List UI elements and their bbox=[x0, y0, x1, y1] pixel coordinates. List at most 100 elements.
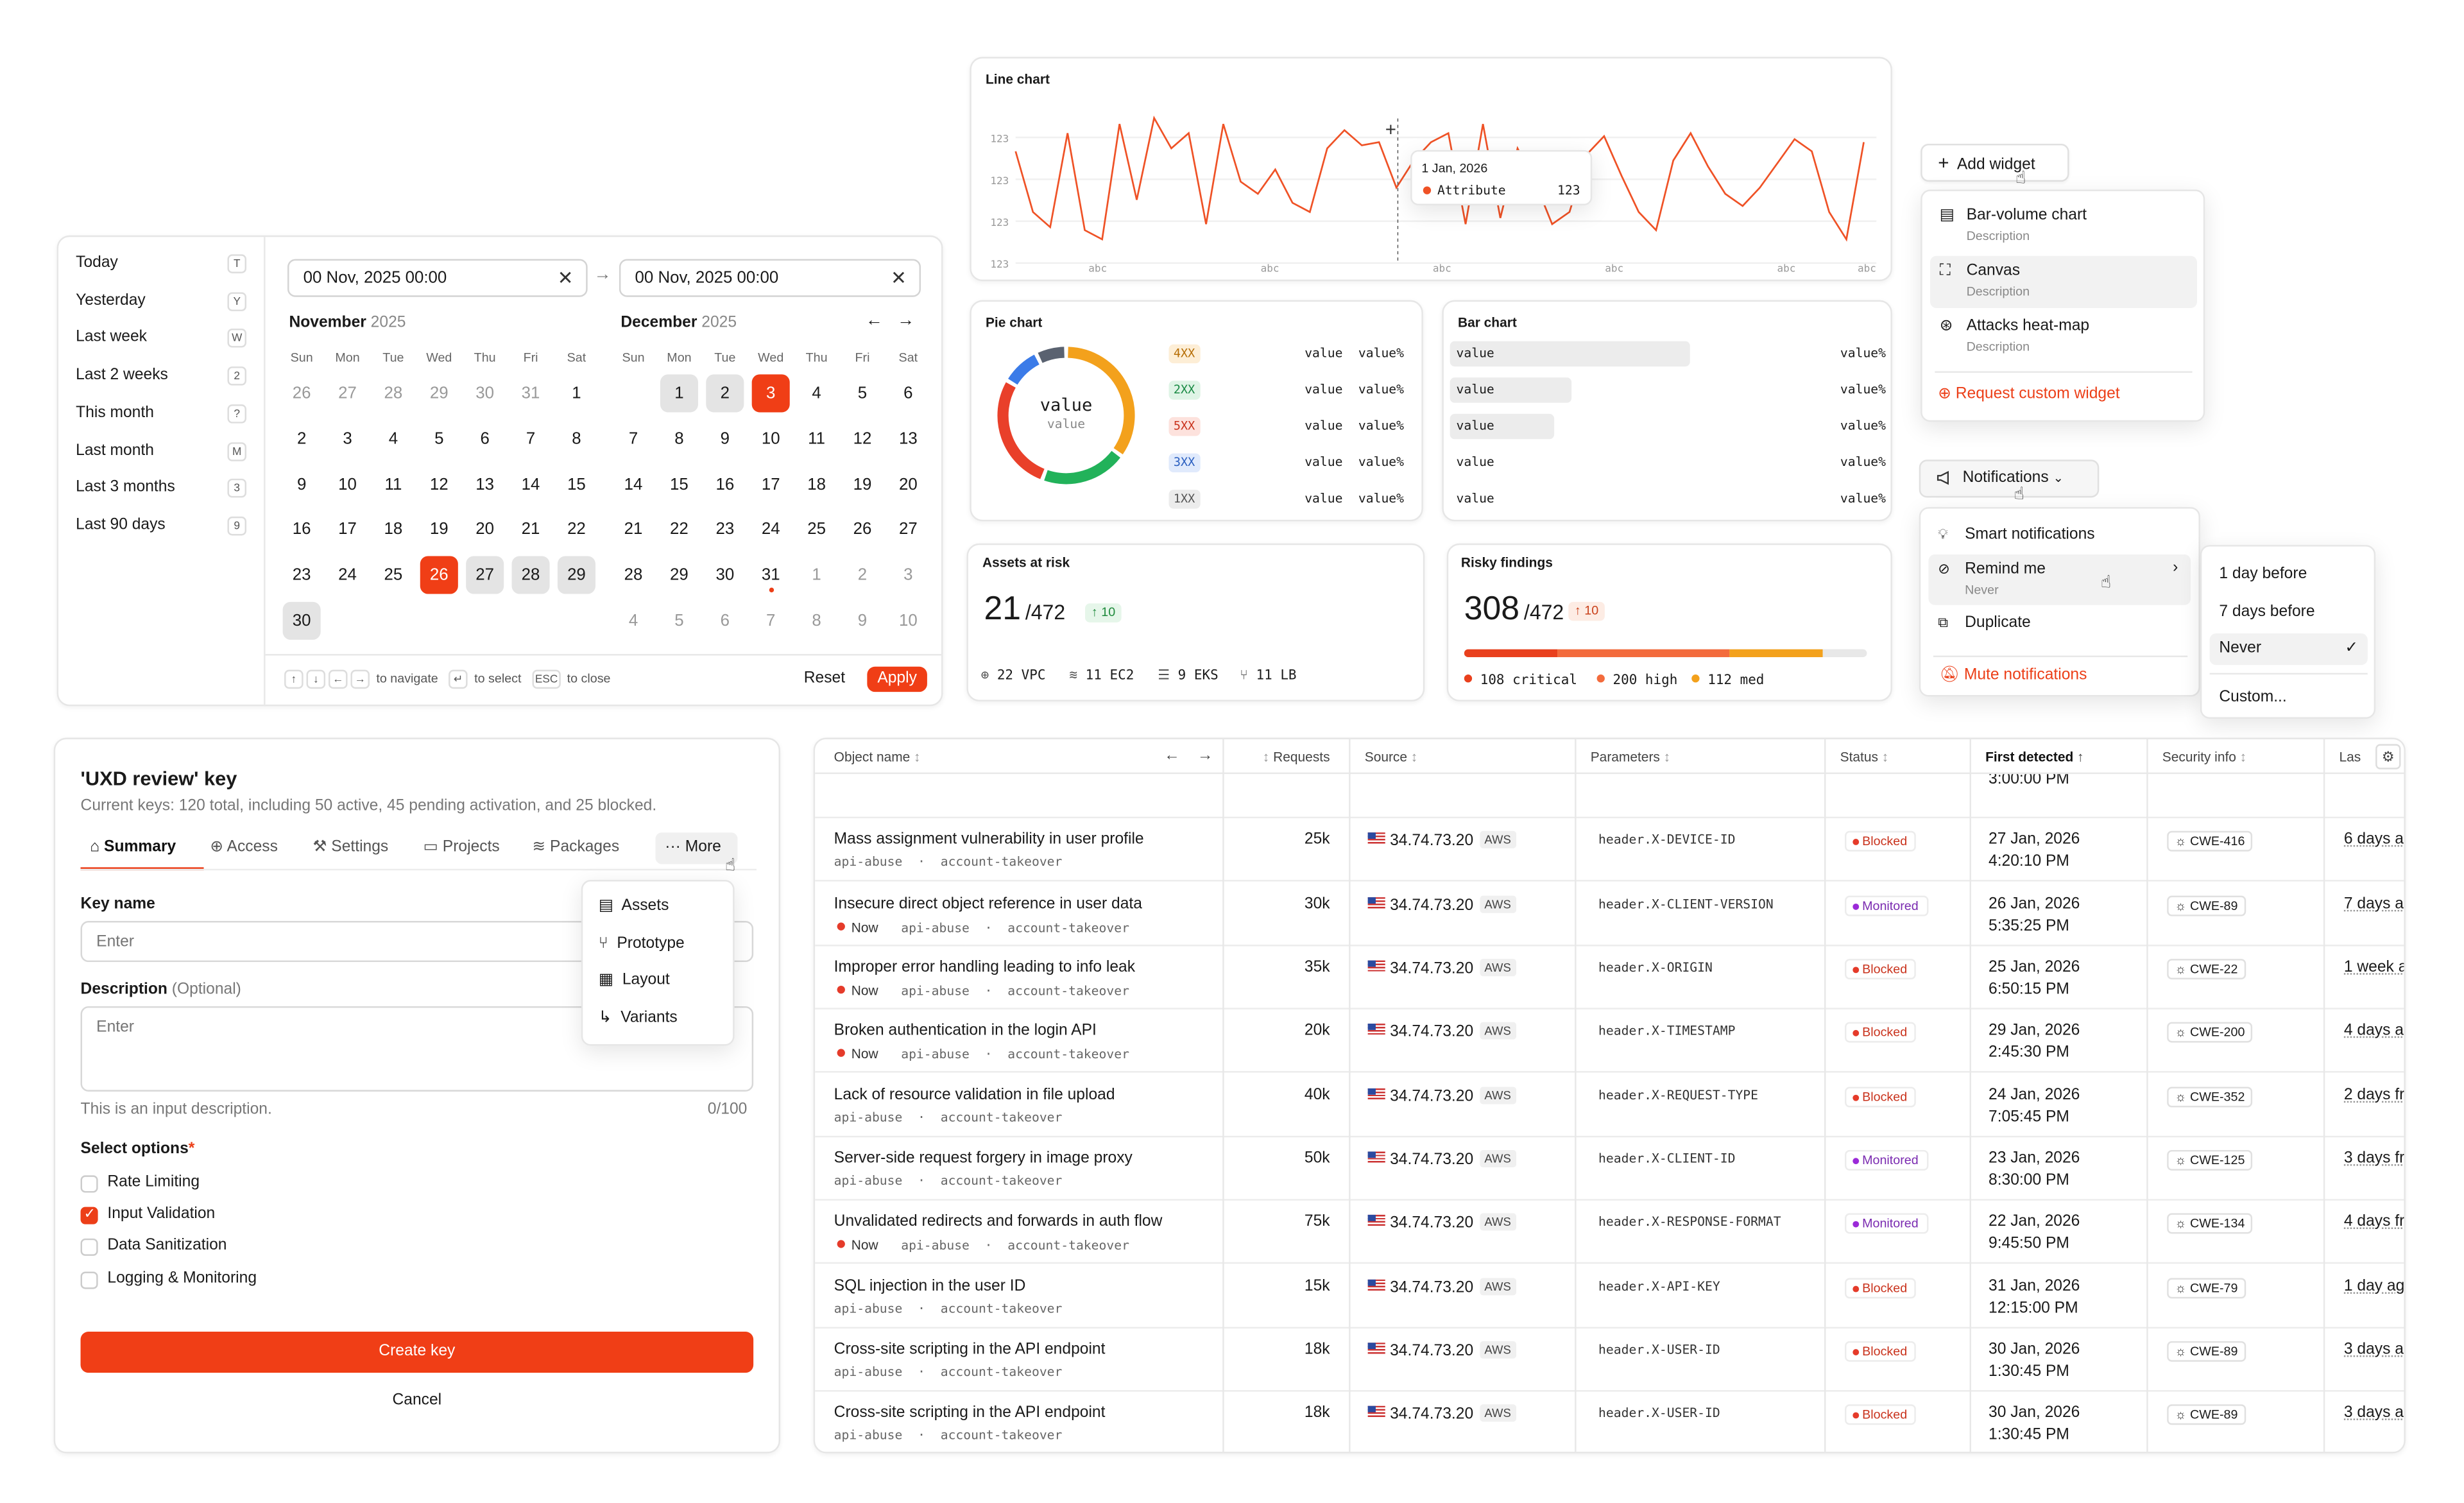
option-checkbox[interactable]: ✓ bbox=[80, 1206, 98, 1225]
calendar-day[interactable]: 21 bbox=[521, 520, 540, 540]
calendar-day[interactable]: 12 bbox=[853, 429, 872, 449]
calendar-day[interactable]: 9 bbox=[857, 611, 868, 631]
calendar-day[interactable]: 8 bbox=[674, 429, 684, 449]
column-header[interactable]: Parameters ↕ bbox=[1590, 748, 1671, 765]
column-header[interactable]: Source ↕ bbox=[1364, 748, 1418, 765]
calendar-day[interactable]: 15 bbox=[567, 474, 586, 494]
tab-summary[interactable]: ⌂ Summary bbox=[90, 839, 176, 857]
create-key-button[interactable]: Create key bbox=[80, 1332, 754, 1373]
next-month-icon[interactable]: → bbox=[897, 311, 915, 331]
calendar-day[interactable]: 26 bbox=[420, 556, 458, 594]
reset-button[interactable]: Reset bbox=[803, 669, 846, 687]
prev-month-icon[interactable]: ← bbox=[865, 311, 883, 331]
mute-notifications[interactable]: 🔕︎ Mute notifications bbox=[1939, 666, 2087, 684]
tab-settings[interactable]: ⚒ Settings bbox=[312, 839, 389, 857]
notification-item[interactable]: ⧉ Duplicate bbox=[1938, 614, 2031, 632]
more-menu-item[interactable]: ↳ Variants bbox=[598, 1009, 678, 1027]
calendar-day[interactable]: 11 bbox=[808, 429, 826, 449]
add-widget-button[interactable]: + Add widget bbox=[1921, 143, 2069, 182]
cancel-button[interactable]: Cancel bbox=[392, 1391, 442, 1409]
table-row[interactable]: Broken authentication in the login API No… bbox=[815, 1010, 2404, 1074]
calendar-day[interactable]: 24 bbox=[338, 565, 357, 585]
calendar-day[interactable]: 17 bbox=[338, 520, 357, 540]
table-row[interactable]: Cross-site scripting in the API endpoint… bbox=[815, 1328, 2404, 1392]
calendar-day[interactable]: 8 bbox=[812, 611, 821, 631]
preset-item[interactable]: Last week W bbox=[76, 325, 246, 353]
calendar-day[interactable]: 4 bbox=[812, 384, 821, 403]
calendar-day[interactable]: 25 bbox=[384, 565, 403, 585]
calendar-day[interactable]: 23 bbox=[715, 520, 735, 540]
calendar-day[interactable]: 22 bbox=[567, 520, 586, 540]
calendar-day[interactable]: 1 bbox=[812, 565, 821, 585]
calendar-day[interactable]: 5 bbox=[434, 429, 444, 449]
clear-end-icon[interactable]: ✕ bbox=[891, 266, 907, 289]
calendar-day[interactable]: 15 bbox=[670, 474, 689, 494]
calendar-day[interactable]: 27 bbox=[338, 384, 357, 403]
notification-item[interactable]: 💡︎ Smart notifications bbox=[1938, 526, 2095, 544]
calendar-day[interactable]: 26 bbox=[292, 384, 311, 403]
table-row[interactable]: Server-side request forgery in image pro… bbox=[815, 1137, 2404, 1201]
calendar-day[interactable]: 5 bbox=[857, 384, 868, 403]
widget-item[interactable]: ▤ Bar-volume chart Description bbox=[1939, 207, 2087, 244]
calendar-day[interactable]: 2 bbox=[706, 374, 744, 413]
calendar-day[interactable]: 8 bbox=[572, 429, 581, 449]
calendar-day[interactable]: 29 bbox=[429, 384, 449, 403]
table-row[interactable]: Mass assignment vulnerability in user pr… bbox=[815, 819, 2404, 882]
column-header[interactable]: Las bbox=[2339, 748, 2361, 765]
calendar-day[interactable]: 14 bbox=[521, 474, 540, 494]
calendar-day[interactable]: 24 bbox=[761, 520, 780, 540]
calendar-day[interactable]: 1 bbox=[572, 384, 581, 403]
calendar-day[interactable]: 6 bbox=[480, 429, 490, 449]
calendar-day[interactable]: 1 bbox=[660, 374, 698, 413]
calendar-day[interactable]: 28 bbox=[384, 384, 403, 403]
preset-item[interactable]: Last 3 months 3 bbox=[76, 474, 246, 502]
calendar-day[interactable]: 27 bbox=[898, 520, 918, 540]
calendar-day[interactable]: 25 bbox=[807, 520, 826, 540]
calendar-day[interactable]: 28 bbox=[624, 565, 643, 585]
table-row[interactable]: Lack of resource validation in file uplo… bbox=[815, 1074, 2404, 1137]
preset-item[interactable]: This month? bbox=[76, 399, 246, 427]
preset-item[interactable]: Last month M bbox=[76, 437, 246, 465]
calendar-day[interactable]: 19 bbox=[853, 474, 872, 494]
calendar-day[interactable]: 4 bbox=[388, 429, 398, 449]
calendar-day[interactable]: 10 bbox=[761, 429, 780, 449]
column-header[interactable]: First detected ↑ bbox=[1985, 748, 2084, 765]
remind-option[interactable]: 1 day before bbox=[2219, 565, 2307, 583]
calendar-day[interactable]: 26 bbox=[853, 520, 872, 540]
table-row[interactable]: Insecure direct object reference in user… bbox=[815, 882, 2404, 946]
remind-option[interactable]: 7 days before bbox=[2219, 603, 2315, 621]
apply-button[interactable]: Apply bbox=[867, 666, 927, 692]
remind-option[interactable]: Never ✓ bbox=[2209, 633, 2368, 666]
calendar-day[interactable]: 6 bbox=[720, 611, 730, 631]
tab-access[interactable]: ⊕ Access bbox=[210, 839, 278, 857]
settings-gear-icon[interactable]: ⚙ bbox=[2375, 744, 2401, 769]
scroll-right-icon[interactable]: → bbox=[1197, 747, 1213, 765]
calendar-day[interactable]: 3 bbox=[343, 429, 352, 449]
tab-packages[interactable]: ≋ Packages bbox=[532, 839, 620, 857]
calendar-day[interactable]: 30 bbox=[282, 601, 321, 640]
calendar-day[interactable]: 30 bbox=[715, 565, 735, 585]
option-checkbox[interactable] bbox=[80, 1239, 98, 1257]
column-header[interactable]: Status ↕ bbox=[1840, 748, 1889, 765]
notification-item[interactable]: ⊘ Remind me Never › bbox=[1928, 554, 2191, 605]
more-menu-item[interactable]: ⑂ Prototype bbox=[598, 934, 685, 952]
calendar-day[interactable]: 5 bbox=[674, 611, 684, 631]
column-header[interactable]: ↕ Requests bbox=[1262, 748, 1330, 765]
table-row[interactable]: Unvalidated redirects and forwards in au… bbox=[815, 1201, 2404, 1264]
calendar-day[interactable]: 28 bbox=[511, 556, 550, 594]
calendar-day[interactable]: 13 bbox=[898, 429, 918, 449]
start-date-input[interactable]: 00 Nov, 2025 00:00 ✕ bbox=[287, 259, 588, 297]
calendar-day[interactable]: 3 bbox=[751, 374, 790, 413]
calendar-day[interactable]: 6 bbox=[903, 384, 913, 403]
calendar-day[interactable]: 2 bbox=[857, 565, 868, 585]
tab-projects[interactable]: ▭ Projects bbox=[423, 839, 500, 857]
calendar-day[interactable]: 7 bbox=[526, 429, 536, 449]
calendar-day[interactable]: 13 bbox=[475, 474, 495, 494]
calendar-day[interactable]: 16 bbox=[292, 520, 311, 540]
calendar-day[interactable]: 2 bbox=[296, 429, 307, 449]
calendar-day[interactable]: 23 bbox=[292, 565, 311, 585]
scroll-left-icon[interactable]: ← bbox=[1164, 747, 1180, 765]
calendar-day[interactable]: 7 bbox=[628, 429, 638, 449]
calendar-day[interactable]: 9 bbox=[296, 474, 307, 494]
calendar-day[interactable]: 29 bbox=[670, 565, 689, 585]
